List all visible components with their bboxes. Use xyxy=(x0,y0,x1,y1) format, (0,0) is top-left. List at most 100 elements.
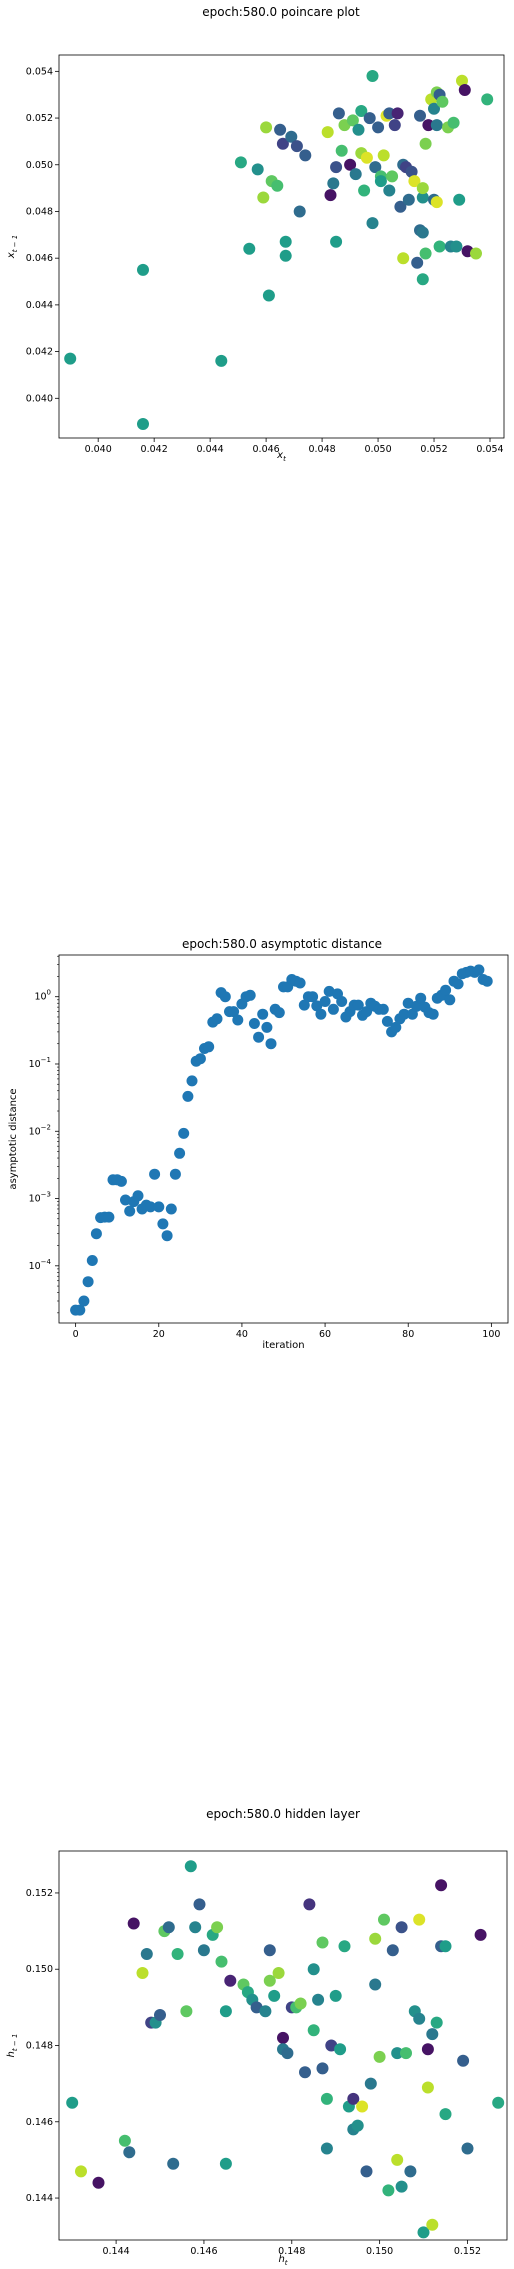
scatter-point xyxy=(369,161,382,174)
scatter-point xyxy=(461,2142,474,2155)
scatter-point xyxy=(417,2226,430,2239)
scatter-point xyxy=(452,978,464,990)
scatter-point xyxy=(352,123,365,136)
scatter-point xyxy=(439,2108,452,2121)
scatter-point xyxy=(186,1075,198,1087)
x-tick-label: 0.052 xyxy=(420,444,447,455)
scatter-point xyxy=(244,989,256,1001)
scatter-point xyxy=(456,74,468,87)
scatter-point xyxy=(189,1921,202,1934)
scatter-point xyxy=(219,2005,232,2018)
scatter-point xyxy=(219,2157,232,2170)
y-tick-label: 0.044 xyxy=(26,300,53,311)
scatter-point xyxy=(182,1090,194,1102)
scatter-point xyxy=(274,123,287,136)
scatter-point xyxy=(86,1255,98,1266)
scatter-point xyxy=(378,1913,390,1926)
scatter-point xyxy=(316,1936,329,1949)
scatter-point xyxy=(404,2165,417,2178)
scatter-point xyxy=(157,1218,169,1230)
scatter-point xyxy=(215,1955,228,1968)
scatter-point xyxy=(335,144,348,157)
scatter-point xyxy=(330,235,343,248)
scatter-point xyxy=(279,249,292,262)
scatter-point xyxy=(279,235,292,248)
scatter-point xyxy=(481,93,494,106)
scatter-point xyxy=(263,1974,276,1987)
chart1-title: epoch:580.0 poincare plot xyxy=(202,5,360,19)
scatter-point xyxy=(253,1031,265,1043)
scatter-point xyxy=(453,193,466,206)
scatter-point xyxy=(416,191,429,204)
y-tick-label: 100 xyxy=(34,989,51,1003)
scatter-point xyxy=(336,996,348,1007)
scatter-point xyxy=(103,1211,115,1223)
scatter-point xyxy=(419,137,432,150)
scatter-point xyxy=(82,1276,94,1288)
scatter-point xyxy=(416,273,429,286)
scatter-point xyxy=(383,107,396,120)
scatter-point xyxy=(360,2165,373,2178)
scatter-point xyxy=(444,994,456,1006)
x-tick-label: 0.048 xyxy=(308,444,335,455)
scatter-point xyxy=(391,2153,404,2166)
scatter-point xyxy=(369,1932,382,1945)
scatter-point xyxy=(426,2218,439,2231)
scatter-point xyxy=(334,2043,347,2056)
scatter-point xyxy=(416,226,429,239)
scatter-point xyxy=(257,1008,269,1020)
scatter-point xyxy=(294,1997,307,2010)
scatter-point xyxy=(203,1041,215,1053)
scatter-point xyxy=(470,247,482,260)
scatter-point xyxy=(433,240,446,253)
x-tick-label: 80 xyxy=(402,1329,414,1340)
scatter-point xyxy=(115,1175,127,1187)
scatter-point xyxy=(64,352,77,365)
scatter-point xyxy=(430,2016,443,2029)
y-tick-label: 10−4 xyxy=(29,1258,52,1272)
scatter-point xyxy=(228,1006,240,1018)
scatter-point xyxy=(140,1948,153,1960)
scatter-point xyxy=(492,2096,505,2109)
scatter-point xyxy=(405,165,418,178)
scatter-point xyxy=(382,2184,395,2197)
scatter-point xyxy=(351,2119,364,2132)
x-tick-label: 0.054 xyxy=(476,444,503,455)
x-axis-label: iteration xyxy=(262,1340,304,1351)
scatter-point xyxy=(178,1127,190,1139)
scatter-point xyxy=(211,1013,223,1025)
scatter-point xyxy=(364,2077,377,2090)
scatter-point xyxy=(439,1940,452,1953)
scatter-point xyxy=(327,177,340,190)
scatter-point xyxy=(363,112,376,125)
y-tick-label: 0.144 xyxy=(26,2193,53,2204)
scatter-point xyxy=(421,2081,434,2094)
scatter-point xyxy=(397,252,410,265)
x-tick-label: 0.150 xyxy=(366,2246,393,2257)
scatter-point xyxy=(346,114,359,127)
y-tick-label: 10−2 xyxy=(29,1123,51,1137)
scatter-point xyxy=(377,1003,389,1015)
scatter-point xyxy=(320,2142,333,2155)
scatter-point xyxy=(419,247,432,260)
scatter-point xyxy=(427,1008,439,1020)
scatter-point xyxy=(413,1913,426,1926)
x-tick-label: 0.042 xyxy=(141,444,168,455)
scatter-point xyxy=(366,217,379,230)
scatter-point xyxy=(215,354,228,367)
scatter-point xyxy=(321,126,334,139)
y-tick-label: 0.048 xyxy=(26,206,53,217)
scatter-point xyxy=(123,2146,136,2159)
scatter-point xyxy=(473,964,485,976)
scatter-point xyxy=(90,1228,102,1240)
y-tick-label: 0.050 xyxy=(26,160,53,171)
y-axis-label: ht − 1 xyxy=(6,2034,19,2058)
x-tick-label: 60 xyxy=(319,1329,331,1340)
scatter-point xyxy=(316,2062,329,2075)
scatter-point xyxy=(171,1948,184,1960)
scatter-point xyxy=(132,1190,144,1202)
scatter-point xyxy=(474,1928,487,1941)
scatter-point xyxy=(312,1993,325,2006)
x-tick-label: 0.148 xyxy=(278,2246,305,2257)
scatter-point xyxy=(211,1921,224,1934)
